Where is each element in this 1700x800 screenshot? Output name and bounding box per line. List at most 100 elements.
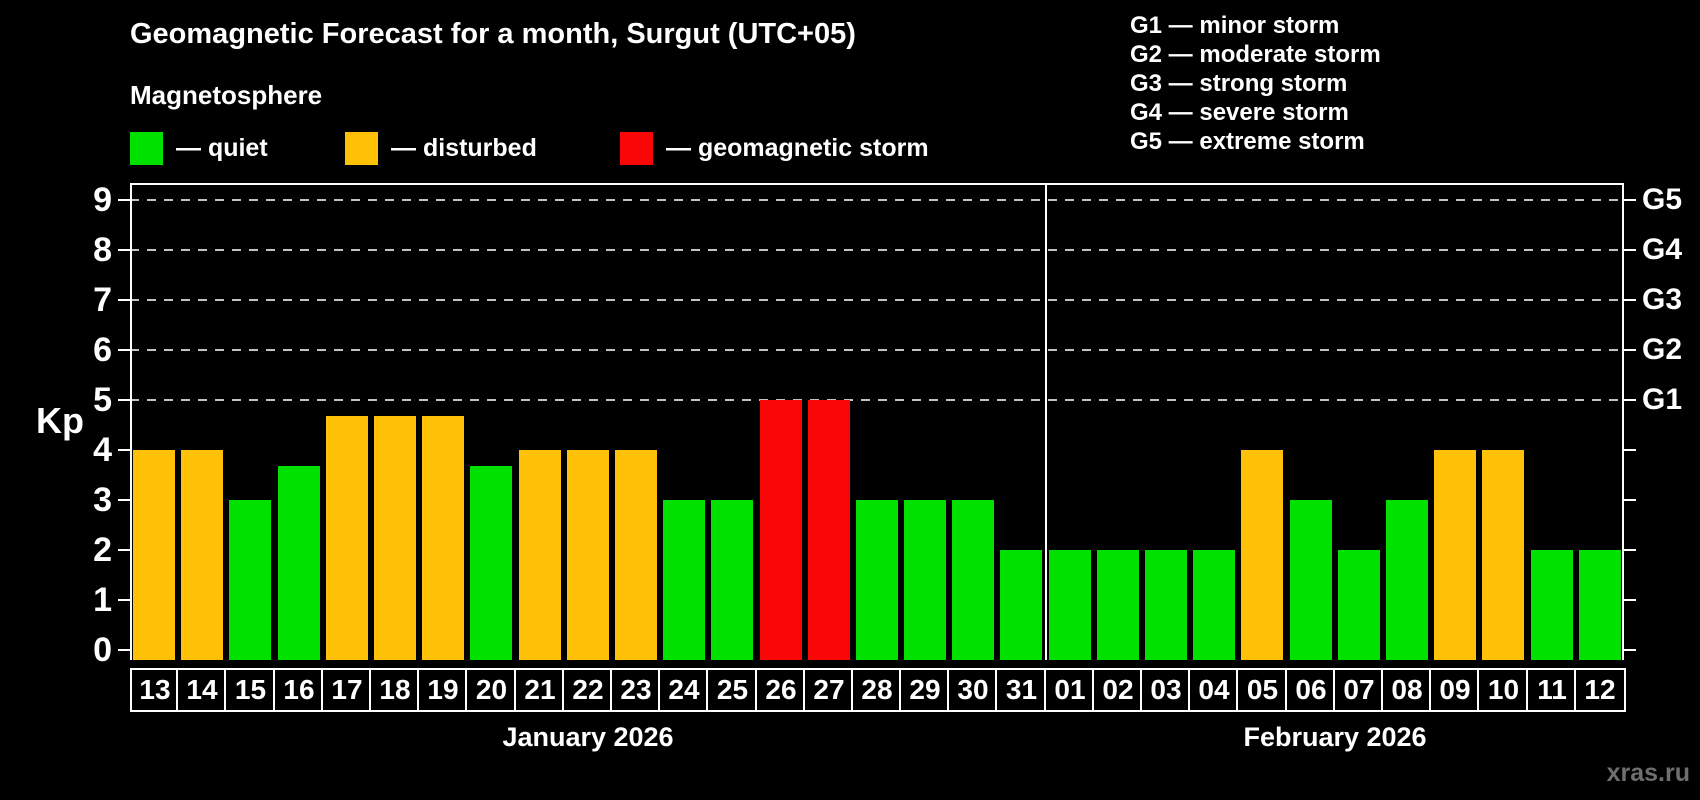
day-label-january-30: 30 [947, 668, 999, 712]
g-scale-label-g2: G2 [1642, 333, 1683, 366]
kp-bar-january-24 [663, 500, 705, 660]
day-label-february-08: 08 [1381, 668, 1433, 712]
y-tick-right-1 [1624, 599, 1636, 601]
day-label-january-28: 28 [851, 668, 903, 712]
y-tick-label-1: 1 [93, 581, 112, 619]
y-tick-left-9 [118, 199, 130, 201]
y-tick-left-2 [118, 549, 130, 551]
watermark: xras.ru [1606, 759, 1690, 787]
g-scale-label-g1: G1 [1642, 383, 1683, 416]
day-label-february-02: 02 [1092, 668, 1144, 712]
day-label-january-14: 14 [176, 668, 228, 712]
legend-swatch-quiet [130, 131, 163, 165]
month-label-february: February 2026 [1243, 722, 1427, 752]
kp-bar-february-05 [1241, 450, 1283, 660]
kp-bar-february-08 [1386, 500, 1428, 660]
day-label-january-27: 27 [803, 668, 855, 712]
day-label-february-05: 05 [1236, 668, 1289, 712]
day-label-january-13: 13 [130, 668, 180, 712]
kp-bar-february-10 [1482, 450, 1524, 660]
day-label-february-03: 03 [1140, 668, 1192, 712]
day-label-january-17: 17 [321, 668, 373, 712]
kp-bar-january-21 [519, 450, 561, 660]
y-tick-left-0 [118, 649, 130, 651]
kp-bar-february-07 [1338, 550, 1380, 660]
kp-bar-january-20 [470, 466, 512, 660]
day-label-february-11: 11 [1526, 668, 1578, 712]
g-scale-label-g4: G4 [1642, 233, 1683, 266]
kp-bar-february-01 [1049, 550, 1091, 660]
y-tick-label-0: 0 [93, 631, 112, 669]
day-label-february-07: 07 [1333, 668, 1385, 712]
day-label-january-26: 26 [755, 668, 807, 712]
gridline-kp-8 [130, 249, 1624, 251]
kp-bar-february-12 [1579, 550, 1621, 660]
g-scale-label-g3: G3 [1642, 283, 1683, 316]
kp-bar-january-25 [711, 500, 753, 660]
y-tick-left-3 [118, 499, 130, 501]
y-tick-label-7: 7 [93, 281, 112, 319]
legend-item-quiet: — quiet [130, 131, 268, 165]
kp-bar-january-29 [904, 500, 946, 660]
legend-swatch-storm [620, 131, 653, 165]
y-tick-label-8: 8 [93, 231, 112, 269]
day-label-january-21: 21 [514, 668, 566, 712]
gridline-kp-9 [130, 199, 1624, 201]
day-label-february-01: 01 [1044, 668, 1096, 712]
y-tick-right-7 [1624, 299, 1636, 301]
day-label-february-12: 12 [1574, 668, 1626, 712]
plot-area [130, 183, 1624, 660]
y-tick-right-4 [1624, 449, 1636, 451]
day-label-february-04: 04 [1188, 668, 1240, 712]
kp-bar-february-11 [1531, 550, 1573, 660]
kp-bar-february-04 [1193, 550, 1235, 660]
day-label-january-23: 23 [610, 668, 662, 712]
y-tick-left-8 [118, 249, 130, 251]
kp-bar-january-14 [181, 450, 223, 660]
legend-label-quiet: — quiet [176, 133, 268, 162]
y-tick-left-6 [118, 349, 130, 351]
y-tick-right-5 [1624, 399, 1636, 401]
kp-bar-january-15 [229, 500, 271, 660]
storm-scale-item-g2: G2 — moderate storm [1130, 41, 1381, 68]
day-label-january-29: 29 [899, 668, 951, 712]
day-label-january-16: 16 [273, 668, 325, 712]
kp-bar-january-16 [278, 466, 320, 660]
y-tick-right-6 [1624, 349, 1636, 351]
y-axis-label: Kp [36, 400, 84, 441]
day-label-january-19: 19 [417, 668, 469, 712]
y-tick-label-5: 5 [93, 381, 112, 419]
kp-bar-january-18 [374, 416, 416, 660]
y-tick-left-7 [118, 299, 130, 301]
kp-bar-january-31 [1000, 550, 1042, 660]
kp-bar-january-27 [808, 400, 850, 660]
kp-bar-january-26 [760, 400, 802, 660]
gridline-kp-7 [130, 299, 1624, 301]
g-scale-label-g5: G5 [1642, 183, 1683, 216]
kp-bar-january-13 [133, 450, 175, 660]
y-tick-right-2 [1624, 549, 1636, 551]
chart-subtitle: Magnetosphere [130, 80, 323, 110]
day-label-january-22: 22 [562, 668, 614, 712]
y-tick-right-9 [1624, 199, 1636, 201]
legend-item-storm: — geomagnetic storm [620, 131, 929, 165]
day-label-february-09: 09 [1429, 668, 1481, 712]
kp-bar-february-09 [1434, 450, 1476, 660]
kp-bar-january-23 [615, 450, 657, 660]
y-tick-label-6: 6 [93, 331, 112, 369]
storm-scale-item-g4: G4 — severe storm [1130, 99, 1349, 126]
kp-bar-january-30 [952, 500, 994, 660]
legend-label-disturbed: — disturbed [391, 133, 537, 162]
kp-bar-january-17 [326, 416, 368, 660]
y-tick-right-8 [1624, 249, 1636, 251]
day-label-february-06: 06 [1285, 668, 1337, 712]
legend-item-disturbed: — disturbed [345, 131, 537, 165]
kp-bar-january-22 [567, 450, 609, 660]
day-label-january-25: 25 [706, 668, 759, 712]
y-tick-left-5 [118, 399, 130, 401]
y-tick-left-1 [118, 599, 130, 601]
day-label-january-15: 15 [224, 668, 277, 712]
month-divider [1045, 183, 1047, 660]
storm-scale-item-g1: G1 — minor storm [1130, 12, 1340, 39]
